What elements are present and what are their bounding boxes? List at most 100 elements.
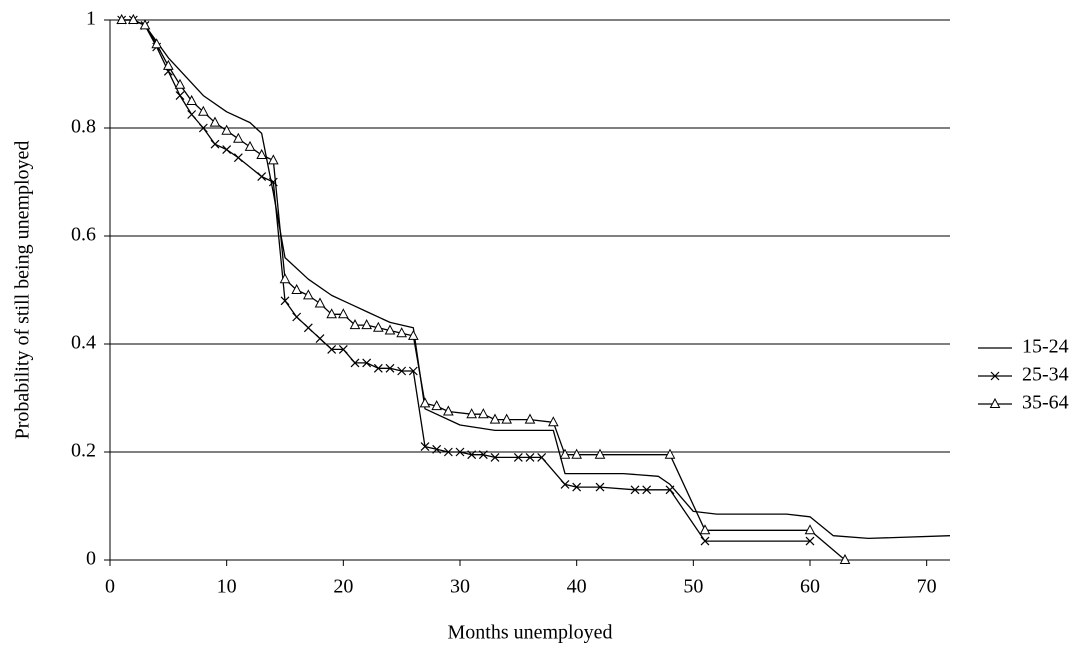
marker-triangle <box>163 59 174 70</box>
marker-triangle <box>431 400 442 411</box>
legend-marker <box>989 397 1001 408</box>
marker-triangle <box>419 397 431 408</box>
marker-x <box>432 444 442 454</box>
x-tick-label: 70 <box>917 576 937 598</box>
marker-x <box>222 145 232 155</box>
marker-x <box>455 447 465 457</box>
marker-x <box>700 536 710 546</box>
marker-triangle <box>291 283 302 294</box>
marker-x <box>443 447 453 457</box>
x-tick-label: 60 <box>800 576 820 598</box>
marker-triangle <box>571 448 582 459</box>
marker-triangle <box>664 448 676 459</box>
y-tick-label: 1 <box>86 8 96 30</box>
y-tick-label: 0.8 <box>71 116 96 138</box>
x-tick-label: 30 <box>450 576 470 598</box>
marker-x <box>642 485 652 495</box>
marker-triangle <box>478 408 489 419</box>
marker-triangle <box>151 38 162 49</box>
marker-x <box>478 450 488 460</box>
marker-triangle <box>279 273 291 284</box>
legend-label: 15-24 <box>1022 336 1069 358</box>
marker-x <box>362 358 372 368</box>
series <box>117 15 815 546</box>
marker-triangle <box>268 154 279 165</box>
marker-triangle <box>326 308 337 319</box>
marker-x <box>525 452 535 462</box>
marker-triangle <box>198 105 209 116</box>
marker-triangle <box>804 524 816 535</box>
x-tick-label: 50 <box>683 576 703 598</box>
legend-marker <box>990 371 1000 381</box>
marker-x <box>420 442 430 452</box>
line <box>121 19 810 542</box>
marker-x <box>467 450 477 460</box>
marker-x <box>327 344 337 354</box>
marker-triangle <box>244 140 256 151</box>
marker-x <box>572 482 582 492</box>
marker-x <box>665 485 675 495</box>
marker-triangle <box>314 297 326 308</box>
marker-x <box>315 334 325 344</box>
line <box>121 19 951 540</box>
marker-triangle <box>384 324 396 335</box>
marker-x <box>397 366 407 376</box>
marker-x <box>595 482 605 492</box>
marker-x <box>303 323 313 333</box>
marker-triangle <box>548 416 559 427</box>
marker-triangle <box>209 116 221 127</box>
marker-triangle <box>139 19 151 30</box>
marker-triangle <box>221 124 232 135</box>
marker-triangle <box>256 148 267 159</box>
marker-triangle <box>466 408 477 419</box>
marker-x <box>292 312 302 322</box>
legend-label: 25-34 <box>1022 364 1069 386</box>
marker-triangle <box>396 327 407 338</box>
series <box>121 19 951 540</box>
y-tick-label: 0.2 <box>71 440 96 462</box>
marker-triangle <box>699 524 711 535</box>
marker-x <box>198 123 208 133</box>
marker-x <box>233 153 243 163</box>
y-tick-label: 0.6 <box>71 224 96 246</box>
marker-x <box>630 485 640 495</box>
marker-triangle <box>489 413 501 424</box>
marker-x <box>560 479 570 489</box>
legend-label: 35-64 <box>1022 392 1069 414</box>
marker-triangle <box>361 319 372 330</box>
y-tick-label: 0 <box>86 548 96 570</box>
marker-triangle <box>186 94 197 105</box>
marker-triangle <box>559 448 571 459</box>
marker-x <box>175 91 185 101</box>
marker-triangle <box>174 78 186 89</box>
x-tick-label: 10 <box>217 576 237 598</box>
x-axis-label: Months unemployed <box>448 622 613 644</box>
marker-x <box>187 110 197 119</box>
x-tick-label: 0 <box>105 576 115 598</box>
marker-triangle <box>408 329 419 340</box>
marker-triangle <box>303 289 314 300</box>
y-tick-label: 0.4 <box>71 332 96 354</box>
marker-x <box>257 172 267 182</box>
marker-triangle <box>443 405 454 416</box>
marker-x <box>537 452 547 462</box>
marker-x <box>280 296 290 306</box>
marker-x <box>385 363 395 373</box>
marker-triangle <box>116 13 127 24</box>
x-tick-label: 40 <box>567 576 587 598</box>
marker-x <box>350 358 360 368</box>
line <box>121 19 846 561</box>
marker-triangle <box>373 321 384 332</box>
marker-triangle <box>839 553 851 564</box>
marker-triangle <box>524 413 536 424</box>
marker-x <box>210 139 220 149</box>
marker-x <box>338 344 348 354</box>
marker-triangle <box>338 308 349 319</box>
marker-x <box>373 363 383 373</box>
marker-triangle <box>128 13 139 24</box>
marker-triangle <box>233 132 244 143</box>
series <box>116 13 851 564</box>
marker-x <box>490 452 500 462</box>
